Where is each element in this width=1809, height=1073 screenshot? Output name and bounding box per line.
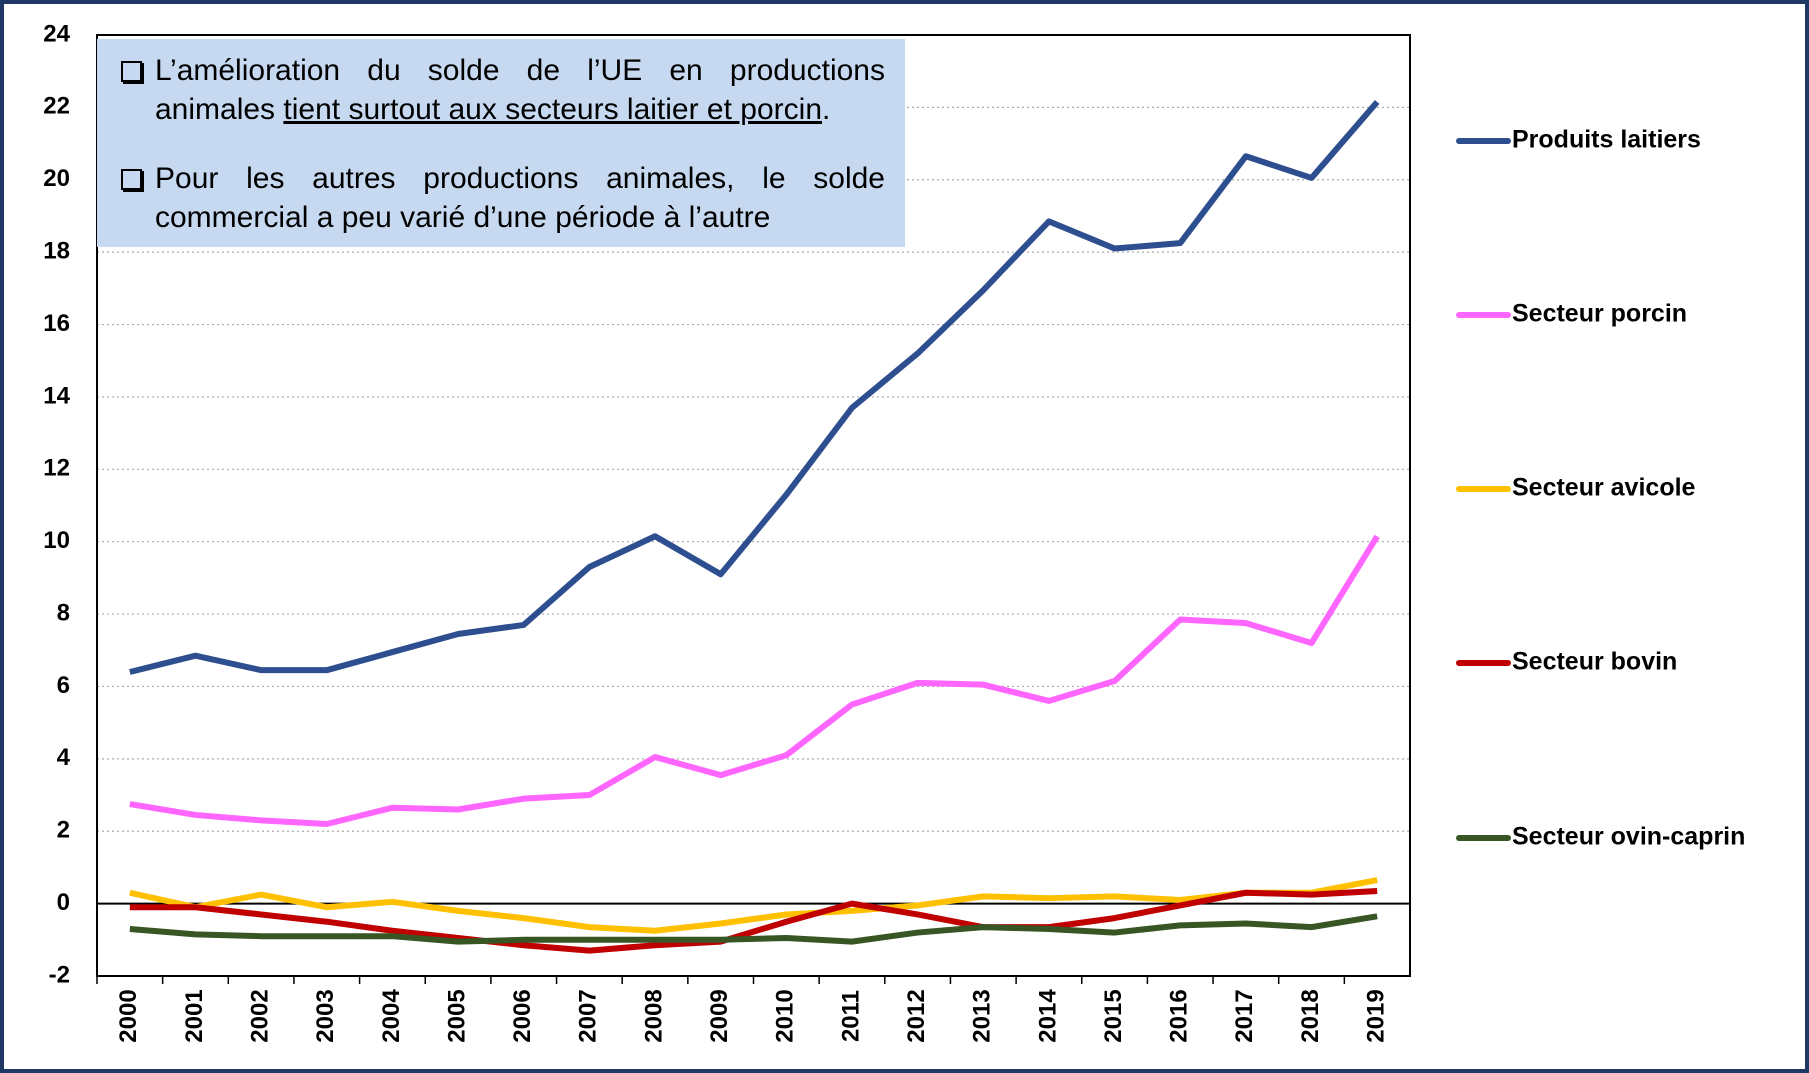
- series-line: [129, 877, 1378, 934]
- note-text: .: [822, 93, 831, 126]
- x-tick-label: 2014: [1034, 989, 1061, 1043]
- series-line: [129, 99, 1380, 675]
- x-tick-label: 2019: [1363, 989, 1390, 1042]
- legend-label: Produits laitiers: [1512, 126, 1701, 154]
- legend-label: Secteur bovin: [1512, 648, 1677, 676]
- legend-label: Secteur ovin-caprin: [1512, 823, 1745, 851]
- x-tick-label: 2011: [837, 990, 864, 1042]
- x-tick-label: 2008: [640, 989, 667, 1042]
- y-tick-label: 20: [43, 165, 70, 192]
- y-tick-label: 4: [57, 744, 71, 771]
- x-tick-label: 2003: [312, 989, 339, 1042]
- y-tick-label: 6: [57, 672, 70, 699]
- y-tick-label: 10: [43, 527, 70, 554]
- series-line: [129, 534, 1380, 827]
- x-tick-label: 2017: [1231, 989, 1258, 1042]
- x-tick-label: 2010: [772, 989, 799, 1042]
- x-tick-label: 2001: [181, 989, 208, 1042]
- x-tick-label: 2006: [509, 989, 536, 1042]
- note-text: tient surtout aux secteurs laitier et po…: [283, 93, 822, 126]
- y-tick-label: 8: [57, 599, 70, 626]
- x-tick-label: 2002: [246, 989, 273, 1042]
- bullet: L’amélioration du solde de l’UE en produ…: [119, 51, 885, 129]
- note-text: L’amélioration du solde de l’UE en produ…: [155, 54, 885, 126]
- series-line: [129, 913, 1378, 945]
- x-tick-label: 2007: [575, 989, 602, 1042]
- series-line: [129, 887, 1378, 954]
- x-tick-label: 2000: [115, 989, 142, 1042]
- y-tick-label: 18: [43, 237, 70, 264]
- x-tick-label: 2013: [969, 989, 996, 1042]
- y-tick-label: 12: [43, 455, 70, 482]
- y-tick-label: 2: [57, 817, 70, 844]
- y-tick-label: -2: [49, 961, 70, 988]
- x-tick-label: 2004: [378, 989, 405, 1043]
- x-tick-label: 2012: [903, 989, 930, 1042]
- x-tick-label: 2018: [1297, 989, 1324, 1042]
- x-tick-label: 2015: [1100, 989, 1127, 1042]
- bullet: Pour les autres productions animales, le…: [119, 159, 885, 237]
- y-tick-label: 16: [43, 310, 70, 337]
- legend-label: Secteur porcin: [1512, 300, 1687, 328]
- x-tick-label: 2009: [706, 989, 733, 1042]
- y-tick-label: 24: [43, 20, 70, 47]
- y-tick-label: 0: [57, 889, 70, 916]
- legend-label: Secteur avicole: [1512, 474, 1696, 502]
- y-tick-label: 22: [43, 93, 70, 120]
- note-text: Pour les autres productions animales, le…: [155, 162, 885, 234]
- annotation-box: L’amélioration du solde de l’UE en produ…: [97, 39, 905, 247]
- x-tick-label: 2016: [1166, 989, 1193, 1042]
- x-tick-label: 2005: [443, 989, 470, 1042]
- y-tick-label: 14: [43, 382, 70, 409]
